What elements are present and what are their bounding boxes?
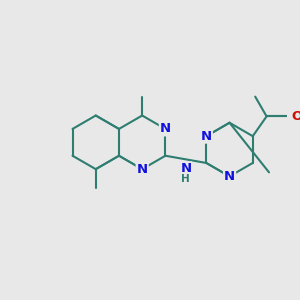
Text: H: H (182, 173, 190, 184)
Text: N: N (224, 170, 235, 183)
Text: N: N (136, 163, 148, 176)
Text: N: N (201, 130, 212, 143)
Text: O: O (291, 110, 300, 123)
Text: N: N (160, 122, 171, 135)
Text: N: N (180, 162, 191, 176)
